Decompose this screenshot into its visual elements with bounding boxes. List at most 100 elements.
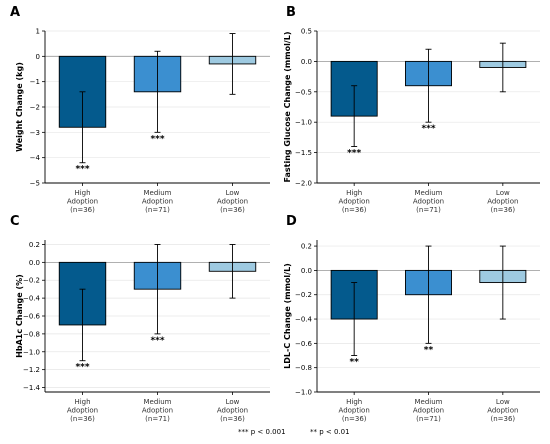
panel-b: B0.50.0−0.5−1.0−1.5−2.0***High Adoption (n… (283, 5, 540, 214)
y-tick-label: −0.4 (295, 316, 313, 324)
y-axis-label: LDL-C Change (mmol/L) (283, 263, 292, 369)
x-tick-label-line: (n=36) (70, 206, 95, 214)
x-tick-label-line: Adoption (413, 198, 444, 206)
significance-label: *** (421, 124, 435, 134)
x-tick-label-line: High (346, 398, 362, 406)
panel-letter: A (10, 5, 20, 20)
y-tick-label: −1.4 (23, 384, 41, 392)
x-tick-label-line: (n=71) (145, 206, 170, 214)
x-tick-label-line: Adoption (487, 198, 518, 206)
y-tick-label: 1 (36, 28, 40, 36)
x-tick-label-line: Adoption (67, 198, 98, 206)
y-tick-label: 0.2 (301, 243, 312, 251)
footnote-two-star: ** p < 0.01 (310, 428, 350, 436)
y-tick-label: −1.5 (295, 149, 312, 157)
significance-label: *** (150, 336, 164, 346)
x-tick-label: High Adoption (n=36) (67, 189, 98, 214)
x-tick-label-line: Medium (144, 189, 172, 197)
x-tick-label-line: (n=71) (416, 415, 441, 423)
x-tick-label: Medium Adoption (n=71) (413, 189, 444, 214)
x-tick-label-line: (n=36) (342, 206, 367, 214)
y-tick-label: −0.6 (295, 340, 313, 348)
footnote-three-star: *** p < 0.001 (238, 428, 286, 436)
y-tick-label: −3 (30, 129, 40, 137)
x-tick-label-line: Low (496, 189, 510, 197)
y-tick-label: −0.6 (23, 313, 41, 321)
y-tick-label: −1.0 (295, 389, 312, 397)
x-tick-label-line: Low (226, 189, 240, 197)
y-tick-label: −0.2 (295, 291, 312, 299)
x-tick-label: Medium Adoption (n=71) (413, 398, 444, 423)
y-tick-label: 0.0 (301, 58, 312, 66)
panel-d: D0.20.0−0.2−0.4−0.6−0.8−1.0**High Adoptio… (283, 214, 540, 423)
x-tick-label-line: (n=36) (342, 415, 367, 423)
significance-label: *** (150, 134, 164, 144)
y-tick-label: 0.0 (29, 259, 40, 267)
y-tick-label: −1 (30, 78, 40, 86)
x-tick-label-line: Adoption (339, 407, 370, 415)
panel-letter: C (10, 214, 20, 229)
y-tick-label: −2.0 (295, 180, 312, 188)
x-tick-label-line: (n=36) (490, 415, 515, 423)
x-tick-label-line: (n=71) (416, 206, 441, 214)
x-tick-label: Medium Adoption (n=71) (142, 398, 173, 423)
y-axis-label: Fasting Glucose Change (mmol/L) (283, 32, 292, 183)
y-tick-label: 0.2 (29, 241, 40, 249)
significance-label: *** (75, 363, 89, 373)
y-tick-label: −1.2 (23, 366, 40, 374)
x-tick-label: High Adoption (n=36) (339, 189, 370, 214)
x-tick-label-line: Adoption (413, 407, 444, 415)
x-tick-label-line: Adoption (142, 198, 173, 206)
y-tick-label: −1.0 (295, 119, 312, 127)
x-tick-label: Low Adoption (n=36) (217, 398, 248, 423)
significance-label: ** (349, 358, 359, 368)
x-tick-label-line: Medium (144, 398, 172, 406)
x-tick-label: High Adoption (n=36) (67, 398, 98, 423)
x-tick-label-line: Low (496, 398, 510, 406)
significance-label: ** (424, 345, 434, 355)
y-tick-label: −0.4 (23, 295, 41, 303)
x-tick-label: Low Adoption (n=36) (487, 398, 518, 423)
x-tick-label-line: Adoption (217, 407, 248, 415)
x-tick-label-line: Adoption (67, 407, 98, 415)
y-tick-label: −0.8 (23, 330, 40, 338)
panel-c: C 0.2 0.0 −0.2 −0.4 −0.6 −0.8 −1.0 −1.2 −1.4 *** Hi… (10, 214, 270, 423)
y-tick-label: −0.8 (295, 364, 312, 372)
x-tick-label: Low Adoption (n=36) (487, 189, 518, 214)
x-tick-label-line: (n=36) (220, 415, 245, 423)
x-tick-label-line: (n=71) (145, 415, 170, 423)
x-tick-label-line: High (74, 189, 90, 197)
y-axis-label: Weight Change (kg) (15, 62, 24, 152)
x-tick-label-line: Adoption (142, 407, 173, 415)
panel-letter: B (286, 5, 296, 20)
x-tick-label: High Adoption (n=36) (339, 398, 370, 423)
panel-letter: D (286, 214, 297, 229)
y-tick-label: −1.0 (23, 348, 40, 356)
y-tick-label: 0.0 (301, 267, 312, 275)
y-tick-label: −0.5 (295, 88, 312, 96)
y-axis-label: HbA1c Change (%) (15, 274, 24, 358)
y-tick-label: −4 (30, 154, 41, 162)
x-tick-label-line: Adoption (217, 198, 248, 206)
significance-label: *** (75, 165, 89, 175)
y-tick-label: −5 (30, 180, 40, 188)
x-tick-label-line: High (346, 189, 362, 197)
x-tick-label-line: Medium (415, 189, 443, 197)
significance-label: *** (347, 149, 361, 159)
x-tick-label-line: Adoption (487, 407, 518, 415)
x-tick-label: Low Adoption (n=36) (217, 189, 248, 214)
panel-a: A10−1−2−3−4−5***High Adoption (n=36)***Med… (10, 5, 270, 214)
x-tick-label-line: (n=36) (490, 206, 515, 214)
x-tick-label: Medium Adoption (n=71) (142, 189, 173, 214)
x-tick-label-line: Medium (415, 398, 443, 406)
x-tick-label-line: High (74, 398, 90, 406)
y-tick-label: 0 (36, 53, 40, 61)
y-tick-label: −0.2 (23, 277, 40, 285)
x-tick-label-line: Low (226, 398, 240, 406)
x-tick-label-line: Adoption (339, 198, 370, 206)
x-tick-label-line: (n=36) (70, 415, 95, 423)
y-tick-label: 0.5 (301, 28, 312, 36)
x-tick-label-line: (n=36) (220, 206, 245, 214)
y-tick-label: −2 (30, 104, 40, 112)
